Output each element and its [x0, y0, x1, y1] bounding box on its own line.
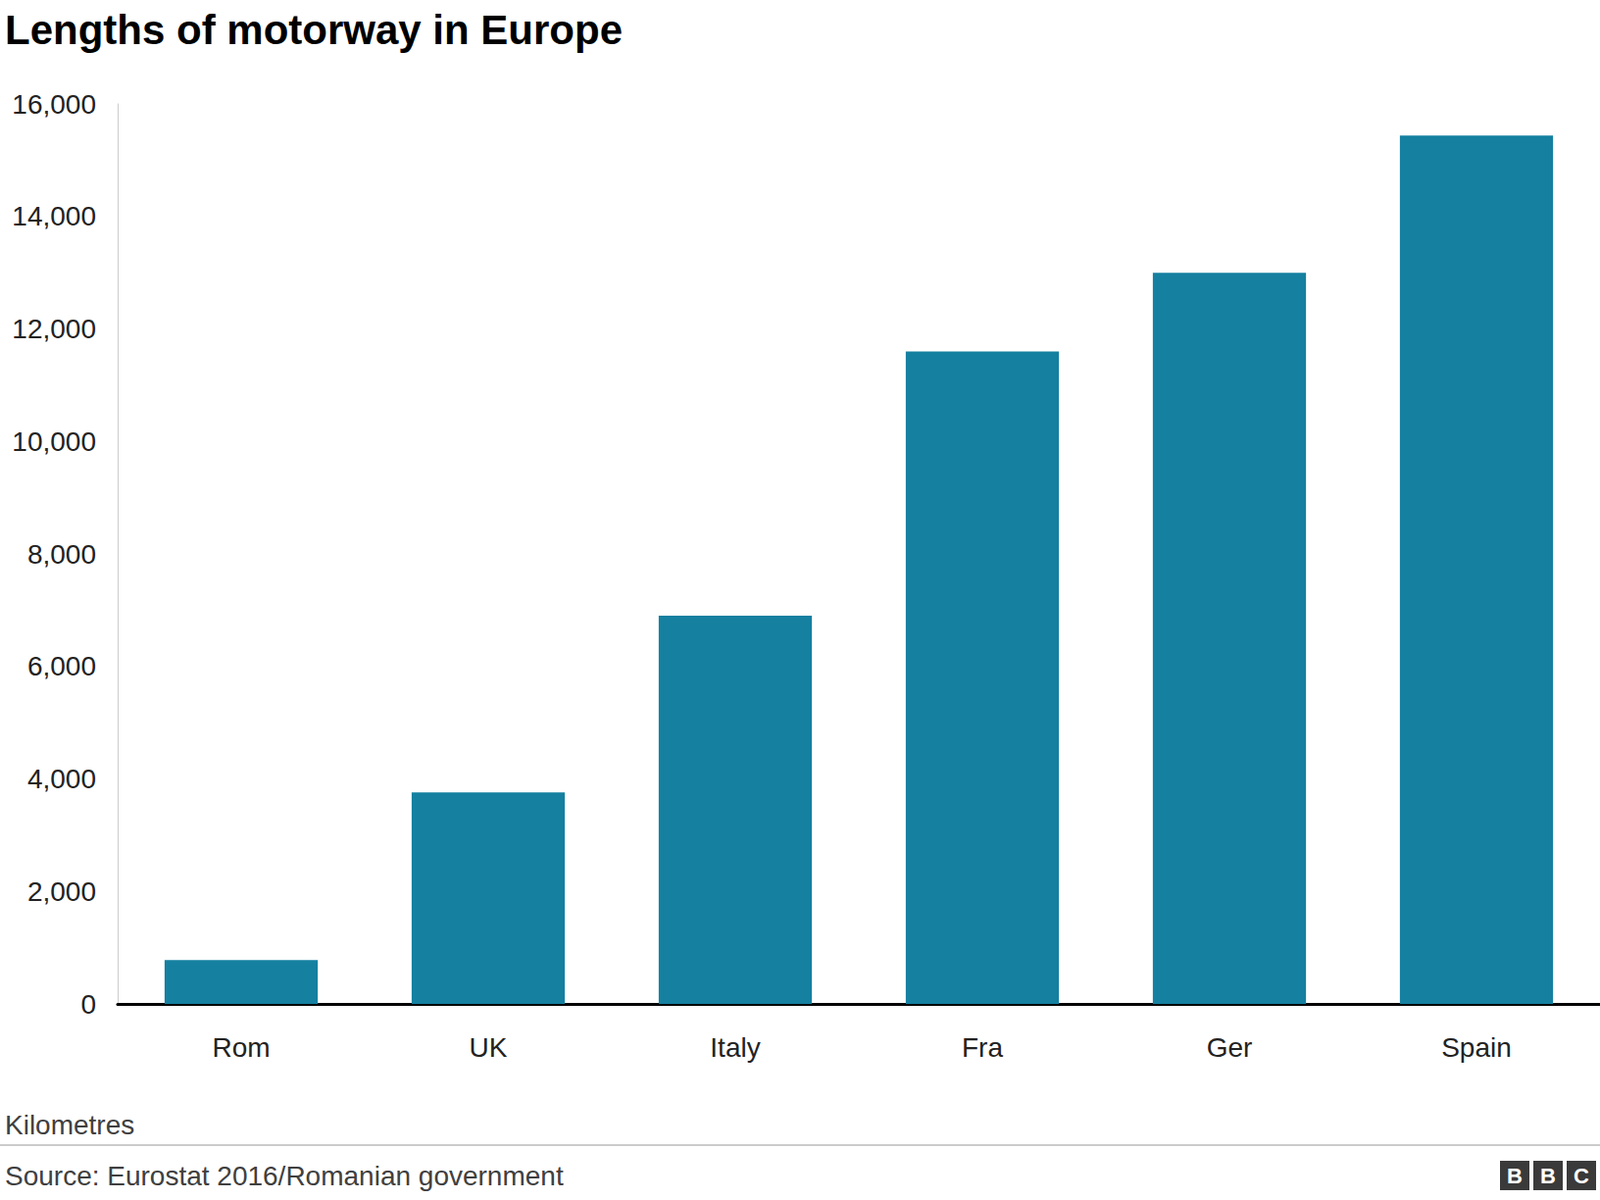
svg-text:UK: UK	[469, 1032, 508, 1063]
svg-text:16,000: 16,000	[11, 89, 97, 120]
svg-text:0: 0	[80, 989, 97, 1020]
svg-text:2,000: 2,000	[27, 876, 97, 907]
svg-text:Fra: Fra	[961, 1032, 1003, 1063]
svg-text:Kilometres: Kilometres	[4, 1109, 135, 1141]
svg-text:4,000: 4,000	[27, 763, 97, 795]
svg-text:Spain: Spain	[1441, 1032, 1512, 1063]
svg-text:Italy: Italy	[709, 1032, 760, 1063]
svg-text:C: C	[1573, 1163, 1590, 1189]
svg-text:B: B	[1506, 1163, 1523, 1189]
svg-text:B: B	[1540, 1163, 1556, 1189]
svg-text:12,000: 12,000	[11, 313, 97, 345]
svg-text:Source: Eurostat 2016/Romanian: Source: Eurostat 2016/Romanian governmen…	[4, 1160, 564, 1192]
svg-text:Ger: Ger	[1206, 1032, 1253, 1063]
svg-text:10,000: 10,000	[11, 426, 97, 457]
svg-text:Rom: Rom	[211, 1032, 270, 1063]
svg-text:14,000: 14,000	[11, 200, 97, 232]
svg-text:Lengths of motorway in Europe: Lengths of motorway in Europe	[4, 6, 623, 53]
svg-text:6,000: 6,000	[27, 650, 97, 682]
svg-text:8,000: 8,000	[27, 539, 97, 570]
